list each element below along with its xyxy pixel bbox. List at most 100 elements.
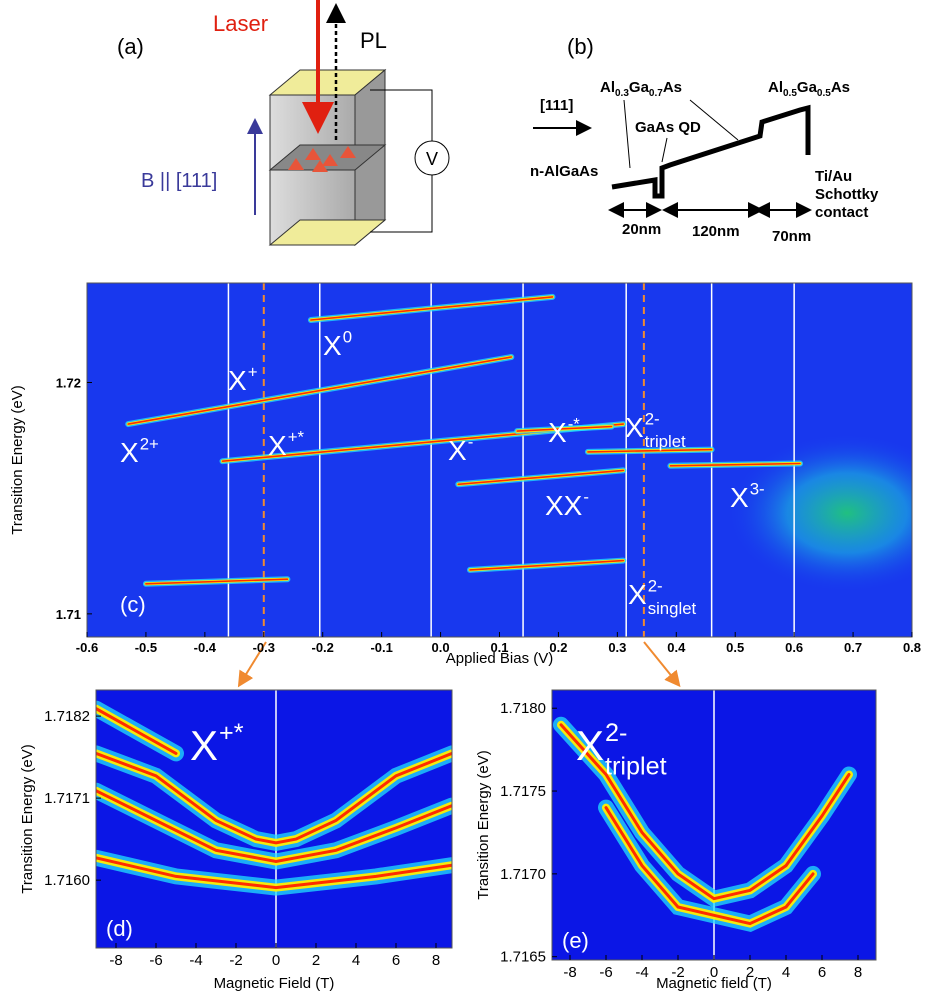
state-sub: singlet <box>648 599 697 618</box>
state-label: X <box>730 482 749 513</box>
leader <box>689 99 739 141</box>
x-tick-label: -6 <box>149 952 162 969</box>
state-label: X <box>448 435 467 466</box>
x-tick-label: -4 <box>635 964 648 981</box>
dots <box>288 146 356 172</box>
spectral-line <box>96 707 178 755</box>
x-tick-label: 6 <box>818 964 826 981</box>
state-label: X <box>190 722 218 769</box>
voltmeter <box>414 140 450 176</box>
state-sup: + <box>248 362 258 381</box>
dot-label: GaAs QD <box>635 119 701 136</box>
x-axis-title: Magnetic field (T) <box>656 975 772 992</box>
x-tick-label: 0.4 <box>667 640 686 655</box>
panel-label: (c) <box>120 592 146 617</box>
panel-b: (b) Al0.3Ga0.7As Al0.5Ga0.5As [111] GaAs… <box>530 34 879 245</box>
state-label: X <box>120 437 139 468</box>
y-tick-label: 1.7175 <box>500 783 546 800</box>
spectral-line <box>604 806 815 926</box>
x-tick-label: 0.3 <box>608 640 626 655</box>
x-tick-label: -0.6 <box>76 640 98 655</box>
x-tick-label: 8 <box>432 952 440 969</box>
panel-a: (a) V Laser PL B || [111] <box>117 0 450 247</box>
spectral-line <box>587 448 713 453</box>
y-tick-label: 1.7180 <box>500 700 546 717</box>
spectral-line <box>310 296 554 321</box>
panel-label: (d) <box>106 916 133 941</box>
glow <box>727 433 912 593</box>
x-tick-label: -8 <box>563 964 576 981</box>
direction-label: [111] <box>540 97 573 114</box>
x-tick-label: 2 <box>746 964 754 981</box>
zoom-arrow <box>643 641 681 688</box>
barrier-label: Al0.3Ga0.7As <box>600 79 682 99</box>
plot-area <box>96 690 452 948</box>
state-sup: 2- <box>648 576 663 595</box>
plot-area <box>552 690 876 960</box>
x-tick-label: -2 <box>229 952 242 969</box>
state-sup: +* <box>288 427 305 446</box>
x-tick-label: 0.1 <box>490 640 508 655</box>
state-label: X <box>625 412 644 443</box>
state-label: X <box>548 417 567 448</box>
spectral-line <box>469 559 625 571</box>
spectral-line <box>145 578 289 585</box>
y-tick-label: 1.7182 <box>44 708 90 725</box>
barrier-label: Al0.5Ga0.5As <box>768 79 850 99</box>
state-label: X <box>228 365 247 396</box>
state-sub: triplet <box>645 432 686 451</box>
pl-label: PL <box>360 28 387 53</box>
field-label: B || [111] <box>141 170 217 192</box>
state-label: X <box>628 579 647 610</box>
x-tick-label: -0.1 <box>370 640 392 655</box>
substrate-label: n-AlGaAs <box>530 163 598 180</box>
width-label: 120nm <box>692 223 740 240</box>
plot-area <box>87 283 912 637</box>
panel-label: (a) <box>117 34 144 59</box>
state-sup: 0 <box>343 327 352 346</box>
x-tick-label: 0.8 <box>903 640 921 655</box>
y-tick-label: 1.72 <box>56 375 81 390</box>
spectral-line <box>559 723 851 901</box>
y-tick-label: 1.7160 <box>44 872 90 889</box>
x-tick-label: 0 <box>272 952 280 969</box>
state-sup: +* <box>219 719 244 747</box>
y-tick-label: 1.7170 <box>500 866 546 883</box>
state-sup: - <box>468 432 474 451</box>
x-tick-label: 0.7 <box>844 640 862 655</box>
x-tick-label: 0.2 <box>549 640 567 655</box>
y-axis-title: Transition Energy (eV) <box>475 750 492 900</box>
spectral-line <box>516 425 613 432</box>
panel-label: (e) <box>562 928 589 953</box>
x-tick-label: 0.5 <box>726 640 744 655</box>
state-label: X <box>576 722 604 769</box>
state-sup: 3- <box>750 479 765 498</box>
x-tick-label: 8 <box>854 964 862 981</box>
spectral-line <box>96 789 452 864</box>
laser-label: Laser <box>213 11 268 36</box>
x-tick-label: -0.4 <box>194 640 217 655</box>
x-tick-label: -0.3 <box>253 640 275 655</box>
y-axis-title: Transition Energy (eV) <box>19 744 36 894</box>
frame <box>95 689 453 949</box>
spectral-line <box>669 462 801 467</box>
wire <box>370 175 433 233</box>
spectral-line <box>127 356 513 425</box>
state-sup: 2+ <box>140 434 159 453</box>
state-label: X <box>323 330 342 361</box>
state-label: X <box>268 430 287 461</box>
y-tick-label: 1.71 <box>56 607 81 622</box>
state-sup: -* <box>568 414 581 433</box>
x-tick-label: 0.6 <box>785 640 803 655</box>
spectral-line <box>457 469 625 486</box>
x-tick-label: 4 <box>352 952 360 969</box>
x-tick-label: -0.2 <box>312 640 334 655</box>
x-tick-label: -2 <box>671 964 684 981</box>
state-sup: - <box>583 487 589 506</box>
zoom-arrow <box>237 641 267 688</box>
y-axis-title: Transition Energy (eV) <box>9 385 26 535</box>
leader <box>623 99 631 169</box>
x-axis-title: Applied Bias (V) <box>446 650 554 667</box>
spectral-line <box>96 856 452 890</box>
